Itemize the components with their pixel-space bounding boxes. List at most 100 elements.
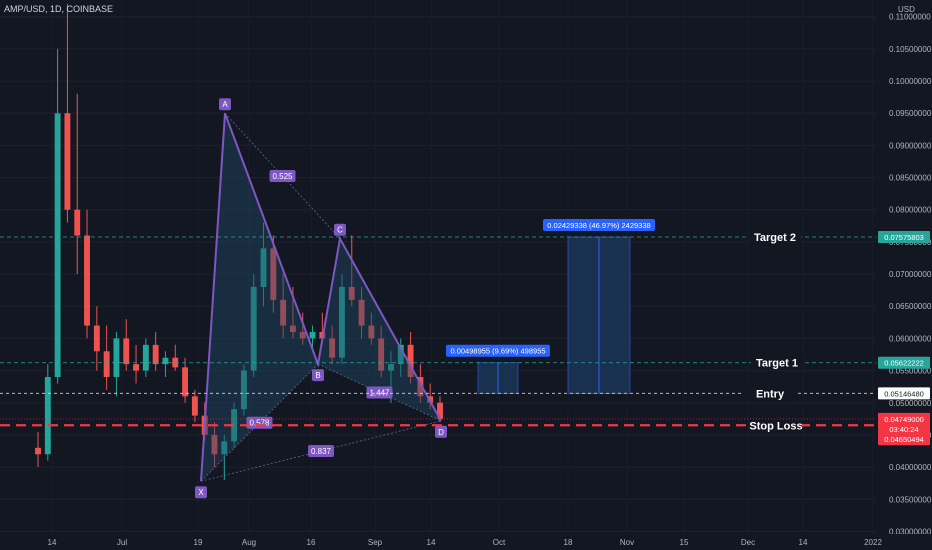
y-axis-panel[interactable] [876,0,932,550]
target1-price-text: 0.05622222 [884,359,924,368]
candles [35,3,443,480]
candle-body [211,434,218,455]
ratio-tag-bd [366,386,393,399]
xab-triangle [201,113,318,482]
candle-body [309,331,316,339]
measure-label-bg-2 [543,219,655,232]
measure-label-2: 0.02429338 (46.97%) 2429338 [547,221,650,230]
entry-price-tag [878,387,930,400]
x-tick-label: 14 [48,538,57,547]
candle-body [260,248,267,287]
xb-ratio-line [200,363,319,482]
candle-body [123,338,130,365]
candle-body [74,209,81,236]
xd-ratio-line [200,420,442,482]
entry-price-text: 0.05146480 [884,389,924,398]
candle-body [231,409,238,442]
candle-body [64,113,71,210]
candle-body [339,286,345,358]
bcd-triangle [318,238,441,421]
candle-body [378,338,385,371]
symbol-title: AMP/USD, 1D, COINBASE [4,4,113,14]
y-tick-label: 0.04000000 [889,463,932,472]
point-marker-c[interactable] [334,223,346,236]
candle-body [133,364,139,371]
candle-body [162,357,169,365]
y-tick-label: 0.09500000 [889,109,932,118]
candle-body [437,402,443,419]
candle-body [240,370,247,410]
point-marker-a[interactable] [219,98,231,111]
y-tick-label: 0.05000000 [889,399,932,408]
entry-label-bg [744,386,796,401]
candle-body [329,338,336,358]
y-tick-label: 0.06500000 [889,302,932,311]
candle-body [35,447,41,455]
grid [0,16,876,532]
candle-body [388,364,394,371]
candle-body [250,286,257,371]
target1-label: Target 1 [756,358,798,370]
y-tick-label: 0.06000000 [889,334,932,343]
y-tick-label: 0.10000000 [889,77,932,86]
measure-tools[interactable]: 0.00498955 (9.69%) 498955 0.02429338 (46.… [446,219,655,394]
point-label-a: A [222,100,228,109]
ratio-tag-xd [308,445,334,458]
x-tick-label: Jul [117,538,127,547]
x-tick-label: Nov [620,538,634,547]
candle-body [358,299,365,326]
ratio-label-ac: 0.525 [272,172,293,181]
x-axis-panel[interactable] [0,534,932,550]
candle-body [93,325,100,352]
target1-label-bg [751,355,803,370]
point-label-x: X [198,488,204,497]
target1-price-tag [878,356,930,369]
currency-label: USD [898,5,915,14]
candle-body [113,338,120,378]
stop-label-bg [750,418,802,433]
candle-body [407,344,414,378]
candle-body [152,344,159,365]
bd-ratio-line [317,363,442,422]
ratio-label-xd: 0.837 [311,447,332,456]
candle-body [289,325,296,332]
point-marker-b[interactable] [312,369,324,382]
x-tick-label: 14 [427,538,436,547]
price-levels[interactable]: Target 2 Target 1 Entry Stop Loss [0,230,876,433]
y-tick-label: 0.03000000 [889,527,932,536]
x-tick-label: Dec [741,538,755,547]
entry-label: Entry [756,388,785,400]
pattern-legs[interactable] [200,112,442,482]
stop-price-text: 0.04650494 [884,435,924,444]
x-tick-label: Aug [242,538,256,547]
y-tick-label: 0.09000000 [889,141,932,150]
point-marker-d[interactable] [435,425,447,438]
x-axis-ticks: 14 Jul 19 Aug 16 Sep 14 Oct 18 Nov 15 Dec 14 2022 [48,538,883,547]
countdown-text: 03:40:24 [889,425,918,434]
stop-price-tag [878,433,930,446]
candle-body [182,367,189,397]
x-tick-label: 15 [680,538,689,547]
y-tick-label: 0.07000000 [889,270,932,279]
y-tick-label: 0.05500000 [889,367,932,376]
point-marker-x[interactable] [195,486,207,499]
x-tick-label: 2022 [864,538,882,547]
candle-body [142,344,149,371]
x-tick-label: 19 [194,538,203,547]
candle-body [84,235,90,326]
y-tick-label: 0.08000000 [889,206,932,215]
point-label-c: C [337,226,343,235]
y-axis-price-tags: 0.07575803 0.05622222 0.05146480 0.04749000… [878,231,930,446]
target2-label: Target 2 [754,232,796,244]
y-tick-label: 0.08500000 [889,174,932,183]
candle-body [417,377,424,397]
candle-body [280,299,287,326]
candle-body [103,351,110,378]
stop-label: Stop Loss [749,420,802,432]
x-tick-label: Sep [368,538,383,547]
candle-body [299,331,306,339]
x-tick-label: 16 [307,538,316,547]
